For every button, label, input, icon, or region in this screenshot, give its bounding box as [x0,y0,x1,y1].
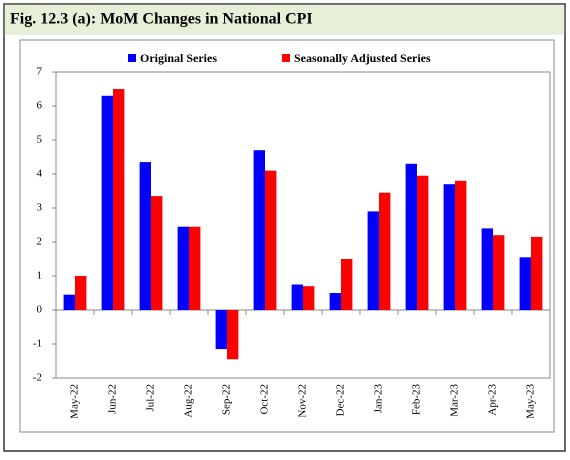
x-tick-label: May-22 [69,384,81,419]
bar [531,236,543,310]
y-tick-label: 5 [37,134,43,146]
bar [379,192,391,310]
x-tick-label: Jan-23 [373,384,385,414]
x-tick-label: Aug-22 [183,384,195,418]
bar [63,294,75,310]
bar [481,228,493,310]
x-tick-label: Apr-23 [487,384,499,416]
bar [405,163,417,310]
y-tick-label: 3 [37,202,43,214]
y-tick-label: 4 [37,168,43,180]
x-tick-label: May-23 [525,384,537,419]
bar [215,310,227,350]
y-tick-label: -2 [33,372,42,384]
legend-label: Original Series [140,51,217,65]
bar [113,89,125,310]
chart-title: Fig. 12.3 (a): MoM Changes in National C… [10,11,313,28]
title-bar [4,4,565,35]
legend-label: Seasonally Adjusted Series [294,51,431,65]
x-tick-label: Jul-22 [145,384,157,412]
chart-area [19,39,555,433]
y-tick-label: 1 [37,270,43,282]
bar [75,276,87,310]
y-tick-label: 2 [37,236,43,248]
plot-area [55,71,551,379]
legend-swatch [282,54,290,62]
y-tick-label: 0 [37,304,43,316]
x-tick-label: Mar-23 [449,384,461,417]
bar [443,184,455,310]
x-tick-label: Feb-23 [411,384,423,416]
y-tick-label: 6 [37,100,43,112]
y-tick-label: 7 [37,66,43,78]
bar [341,259,353,310]
x-tick-label: Oct-22 [259,384,271,415]
bar [329,293,341,310]
bar [519,257,531,310]
bar [189,226,201,310]
bar [417,175,429,310]
bar [265,170,277,310]
bar [303,286,315,310]
bar [177,226,189,310]
bar [367,211,379,310]
bar [455,180,467,310]
bar [253,150,265,310]
x-tick-label: Jun-22 [107,384,119,414]
x-tick-label: Nov-22 [297,384,309,418]
x-tick-label: Dec-22 [335,384,347,416]
bar [101,95,113,310]
bar [493,235,505,310]
y-tick-label: -1 [33,338,42,350]
legend-swatch [128,54,136,62]
bar [139,162,151,310]
bar [291,284,303,310]
bar [227,310,239,360]
x-tick-label: Sep-22 [221,384,233,415]
bar [151,196,163,310]
